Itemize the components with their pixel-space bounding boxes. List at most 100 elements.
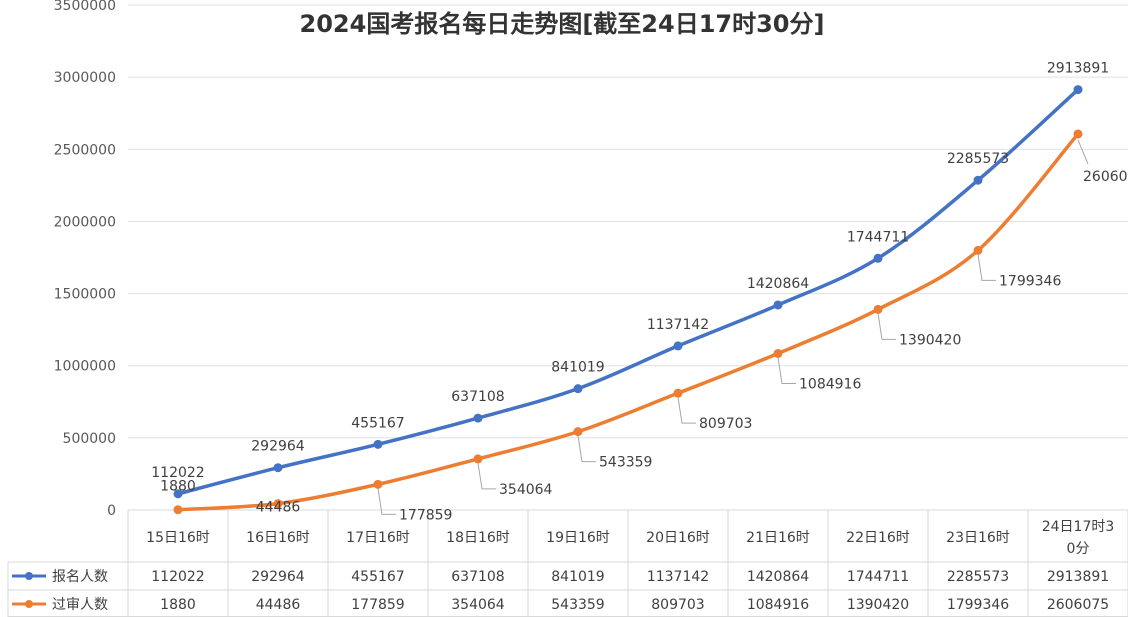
data-label: 637108 [451,389,504,405]
y-axis-labels: 0 500000 1000000 1500000 2000000 2500000 30000… [54,0,116,519]
table-cell: 112022 [151,569,204,585]
table-cell: 2913891 [1047,569,1109,585]
category-label: 0分 [1067,541,1090,557]
y-tick-label: 2000000 [54,214,116,230]
data-label: 841019 [551,360,604,376]
data-label: 1880 [160,479,196,495]
table-cell: 543359 [551,597,604,613]
category-label: 17日16时 [346,530,410,546]
data-point [573,384,583,394]
data-point [873,304,883,314]
table-cell: 177859 [351,597,404,613]
category-label: 24日17时3 [1042,519,1115,535]
table-cell: 2606075 [1047,597,1109,613]
data-label: 292964 [251,439,305,455]
leader-line [377,488,396,515]
table-cell: 1390420 [847,597,909,613]
legend-key-marker [25,572,33,580]
data-label: 809703 [699,416,752,432]
data-point [873,253,883,263]
data-point [373,439,383,449]
category-label: 22日16时 [846,530,910,546]
data-label: 44486 [256,500,301,516]
leader-line [1077,139,1089,165]
data-point [373,479,383,489]
category-label: 18日16时 [446,530,510,546]
data-table: 15日16时 16日16时 17日16时 18日16时 19日16时 20日16时 21日1… [7,509,1128,617]
data-label: 177859 [399,507,452,523]
leader-line [777,357,796,384]
data-point [173,489,183,499]
data-label: 2285573 [947,151,1009,167]
leader-line [877,313,896,340]
data-label: 1799346 [999,273,1061,289]
data-label: 1390420 [899,332,961,348]
data-point [573,427,583,437]
table-cell: 1799346 [947,597,1009,613]
table-cell: 841019 [551,569,604,585]
data-point [273,463,283,473]
data-label: 1084916 [799,376,861,392]
category-label: 16日16时 [246,530,310,546]
y-tick-label: 3000000 [54,70,116,86]
category-label: 19日16时 [546,530,610,546]
y-tick-label: 1500000 [54,287,116,303]
leader-line [977,254,996,281]
table-cell: 354064 [451,597,505,613]
data-point [973,245,983,255]
category-label: 21日16时 [746,530,810,546]
table-cell: 1137142 [647,569,709,585]
data-point [1073,129,1083,139]
table-cell: 637108 [451,569,504,585]
data-label: 2606075 [1083,169,1128,185]
table-cell: 1420864 [747,569,809,585]
gridlines [128,4,1128,439]
data-point [173,505,183,515]
y-tick-label: 3500000 [54,0,116,14]
data-point [473,413,483,423]
table-cell: 1744711 [847,569,909,585]
table-cell: 1084916 [747,597,809,613]
data-label: 1137142 [647,317,709,333]
data-point [673,388,683,398]
table-cell: 455167 [351,569,404,585]
legend-key-marker [25,600,33,608]
category-label: 20日16时 [646,530,710,546]
data-label: 455167 [351,415,404,431]
table-cell: 292964 [251,569,305,585]
data-label: 2913891 [1047,61,1109,77]
category-label: 15日16时 [146,530,210,546]
leader-line [477,462,496,490]
legend-label: 报名人数 [52,569,108,585]
data-point [273,499,283,509]
leader-line [677,397,696,424]
series-layer [173,85,1083,515]
data-label: 354064 [499,482,553,498]
legend-label: 过审人数 [52,597,108,613]
chart-title: 2024国考报名每日走势图[截至24日17时30分] [300,10,825,38]
data-labels: 112022 292964 455167 637108 841019 1137142 142… [151,61,1128,524]
data-label: 1420864 [747,276,809,292]
series-line [177,132,1080,512]
leader-line [577,435,596,463]
data-point [673,341,683,351]
data-point [773,300,783,310]
y-tick-label: 2500000 [54,142,116,158]
y-tick-label: 0 [107,503,116,519]
series-line [177,88,1080,496]
data-point [1073,85,1083,95]
table-cell: 1880 [160,597,196,613]
data-label: 1744711 [847,229,909,245]
table-cell: 809703 [651,597,704,613]
data-point [973,175,983,185]
category-label: 23日16时 [946,530,1010,546]
data-point [773,348,783,358]
y-tick-label: 1000000 [54,359,116,375]
data-point [473,454,483,464]
data-label: 543359 [599,455,652,471]
y-tick-label: 500000 [63,431,116,447]
table-cell: 2285573 [947,569,1009,585]
data-label: 112022 [151,465,204,481]
table-cell: 44486 [256,597,301,613]
